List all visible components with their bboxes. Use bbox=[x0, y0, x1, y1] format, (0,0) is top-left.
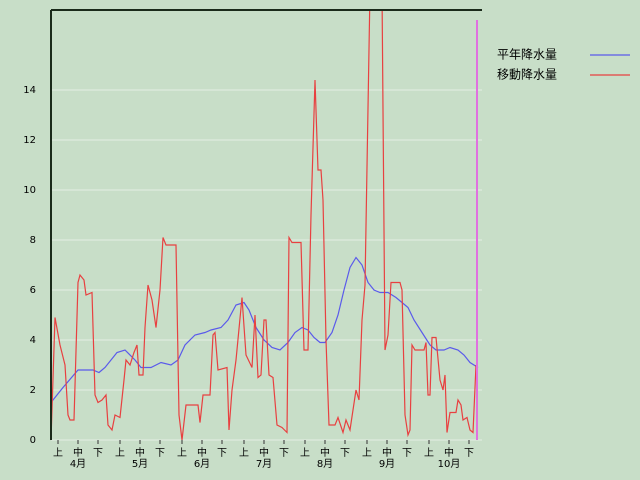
x-tick-label: 下 bbox=[464, 448, 474, 459]
x-tick-label: 下 bbox=[217, 448, 227, 459]
y-tick-label: 0 bbox=[30, 435, 36, 446]
y-tick-label: 12 bbox=[23, 135, 36, 146]
month-label: 8月 bbox=[317, 458, 333, 470]
x-tick-label: 上 bbox=[300, 447, 310, 459]
y-tick-label: 8 bbox=[30, 235, 36, 246]
y-tick-label: 14 bbox=[23, 85, 36, 96]
labels: 02468101214上中下上中下上中下上中下上中下上中下上中下4月 5月 6月 7月… bbox=[23, 48, 630, 470]
y-tick-label: 6 bbox=[30, 285, 36, 296]
series-line bbox=[51, 10, 477, 441]
legend-label: 平年降水量 bbox=[497, 48, 557, 62]
x-tick-label: 中 bbox=[135, 446, 145, 459]
month-label: 9月 bbox=[379, 458, 395, 470]
x-tick-label: 中 bbox=[197, 446, 207, 459]
month-label: 7月 bbox=[256, 458, 272, 470]
x-tick-label: 上 bbox=[239, 447, 249, 459]
x-tick-label: 下 bbox=[155, 448, 165, 459]
x-tick-label: 上 bbox=[53, 447, 63, 459]
month-label: 4月 bbox=[70, 458, 86, 470]
x-tick-label: 下 bbox=[93, 448, 103, 459]
x-tick-label: 中 bbox=[73, 446, 83, 459]
x-tick-label: 上 bbox=[424, 447, 434, 459]
y-tick-label: 4 bbox=[30, 335, 36, 346]
y-tick-label: 2 bbox=[30, 385, 36, 396]
x-tick-label: 下 bbox=[402, 448, 412, 459]
x-tick-label: 中 bbox=[444, 446, 454, 459]
x-tick-label: 中 bbox=[259, 446, 269, 459]
x-tick-label: 下 bbox=[279, 448, 289, 459]
plot-lines bbox=[51, 10, 479, 441]
month-label: 5月 bbox=[132, 458, 148, 470]
x-tick-label: 中 bbox=[382, 446, 392, 459]
x-tick-label: 上 bbox=[115, 447, 125, 459]
series-line bbox=[51, 256, 479, 403]
x-tick-label: 下 bbox=[340, 448, 350, 459]
y-tick-label: 10 bbox=[23, 185, 36, 196]
month-label: 10月 bbox=[438, 458, 461, 470]
x-tick-label: 上 bbox=[362, 447, 372, 459]
month-label: 6月 bbox=[194, 458, 210, 470]
x-tick-label: 中 bbox=[320, 446, 330, 459]
legend-label: 移動降水量 bbox=[497, 68, 557, 82]
x-tick-label: 上 bbox=[177, 447, 187, 459]
